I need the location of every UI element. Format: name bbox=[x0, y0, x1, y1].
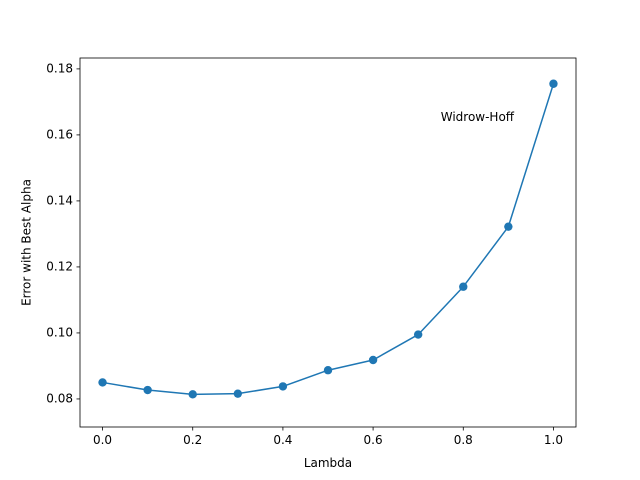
plot-frame bbox=[79, 57, 577, 428]
data-point bbox=[323, 366, 333, 375]
data-point bbox=[278, 382, 288, 391]
x-axis-label: Lambda bbox=[304, 456, 352, 470]
y-tick-label: 0.08 bbox=[46, 391, 73, 405]
x-tick-label: 0.6 bbox=[364, 433, 383, 447]
data-point bbox=[504, 222, 513, 231]
data-point bbox=[459, 282, 468, 291]
plot-area: Widrow-Hoff bbox=[98, 79, 558, 399]
data-point bbox=[368, 355, 378, 365]
data-point bbox=[143, 385, 152, 395]
axes: 0.0 0.2 0.4 0.6 0.8 1.0 0.08 0.10 0.12 0.14 0.16 0.… bbox=[46, 57, 577, 447]
x-tick-label: 0.0 bbox=[93, 433, 112, 447]
data-point bbox=[549, 79, 558, 88]
data-point bbox=[98, 378, 107, 387]
data-point bbox=[413, 330, 423, 339]
x-tick-label: 1.0 bbox=[544, 433, 563, 447]
y-tick-label: 0.16 bbox=[46, 127, 73, 141]
y-tick-label: 0.14 bbox=[46, 193, 73, 207]
data-point bbox=[188, 390, 197, 399]
y-tick-label: 0.12 bbox=[46, 259, 73, 273]
x-tick-label: 0.4 bbox=[273, 433, 292, 447]
y-tick-label: 0.18 bbox=[46, 61, 73, 75]
y-tick-label: 0.10 bbox=[46, 325, 73, 339]
x-tick-label: 0.2 bbox=[183, 433, 202, 447]
y-axis-label: Error with Best Alpha bbox=[20, 179, 34, 306]
annotation-label: Widrow-Hoff bbox=[441, 110, 515, 124]
data-point bbox=[233, 389, 243, 398]
x-tick-label: 0.8 bbox=[454, 433, 473, 447]
